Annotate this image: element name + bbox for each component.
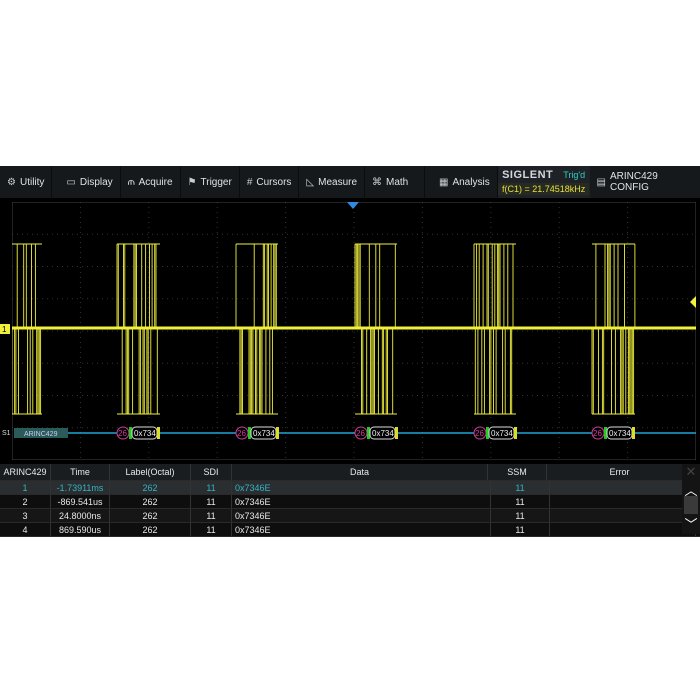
table-row[interactable]: 1-1.73911ms262110x7346E11 [0,481,700,495]
table-cell: 0x7346E [232,509,491,522]
oscilloscope-screen: ⚙Utility ▭Display ⫙Acquire ⚑Trigger #Cur… [0,166,700,534]
frame-data: 0x734 [372,429,394,438]
frame-data: 0x734 [491,429,513,438]
menu-math[interactable]: ⌘Math [365,166,425,198]
decoded-frame[interactable]: 26 0x734 [117,427,160,439]
close-icon[interactable]: ✕ [682,464,700,480]
column-header: ARINC429 [0,464,51,480]
table-cell: -869.541us [51,495,110,508]
table-row[interactable]: 2-869.541us262110x7346E11 [0,495,700,509]
table-cell: 24.8000ns [51,509,110,522]
table-row[interactable]: 324.8000ns262110x7346E11 [0,509,700,523]
frame-label: 26 [118,429,127,438]
measure-icon: ◺ [306,177,314,188]
cursors-icon: # [247,177,253,188]
table-cell: 869.590us [51,523,110,536]
flag-icon: ⚑ [188,177,197,188]
table-cell: 1 [0,481,51,494]
frequency-readout: f(C1) = 21.74518kHz [498,183,589,195]
table-cell: 11 [191,509,232,522]
column-header: Data [232,464,488,480]
table-cell: 262 [110,523,191,536]
config-icon: ▤ [597,177,606,188]
table-cell: 11 [491,523,550,536]
column-header: SSM [488,464,547,480]
menu-acquire[interactable]: ⫙Acquire [121,166,181,198]
decode-table: ARINC429TimeLabel(Octal)SDIDataSSMError … [0,464,700,537]
table-cell: 0x7346E [232,481,491,494]
table-cell: 11 [491,481,550,494]
table-cell: 2 [0,495,51,508]
table-cell: 4 [0,523,51,536]
siglent-logo: SIGLENT [502,169,553,181]
decoded-frame[interactable]: 26 0x734 [355,427,398,439]
table-cell: -1.73911ms [51,481,110,494]
menu-display[interactable]: ▭Display [52,166,120,198]
s1-label: S1 [2,430,11,437]
decoded-frame[interactable]: 26 0x734 [592,427,635,439]
trigger-status: Trig'd [563,170,585,180]
menu-utility[interactable]: ⚙Utility [0,166,52,198]
table-cell: 3 [0,509,51,522]
markers: 1 S1 ARINC429 26 0x734 26 0x734 26 0x734 26 0x7… [0,202,700,464]
gear-icon: ⚙ [7,177,16,188]
column-header: Time [51,464,110,480]
status-panel: SIGLENT Trig'd f(C1) = 21.74518kHz [498,166,590,198]
arinc429-config-button[interactable]: ▤ARINC429 CONFIG [590,166,700,198]
menu-analysis[interactable]: ▦Analysis [425,166,498,198]
column-header: Label(Octal) [110,464,191,480]
table-cell: 0x7346E [232,495,491,508]
table-cell: 11 [191,523,232,536]
table-cell: 262 [110,509,191,522]
table-cell: 0x7346E [232,523,491,536]
table-cell: 262 [110,495,191,508]
table-row[interactable]: 4869.590us262110x7346E11 [0,523,700,537]
c1-label: 1 [2,325,7,334]
decoded-frame[interactable]: 26 0x734 [474,427,517,439]
column-header: Error [547,464,693,480]
math-icon: ⌘ [372,177,382,188]
table-cell: 11 [491,495,550,508]
table-header: ARINC429TimeLabel(Octal)SDIDataSSMError [0,464,700,481]
acquire-icon: ⫙ [128,177,135,188]
table-cell: 11 [491,509,550,522]
scroll-thumb[interactable] [684,496,698,514]
table-cell: 11 [191,481,232,494]
table-cell: 11 [191,495,232,508]
scroll-up-icon[interactable]: ︿ [682,480,700,496]
table-cell [550,495,696,508]
trigger-position-marker[interactable] [347,202,359,209]
table-cell: 262 [110,481,191,494]
monitor-icon: ▭ [66,177,75,188]
menu-cursors[interactable]: #Cursors [240,166,300,198]
frame-data: 0x734 [253,429,275,438]
trigger-level-marker[interactable] [690,296,696,308]
column-header: SDI [191,464,232,480]
frame-label: 26 [475,429,484,438]
frame-label: 26 [356,429,365,438]
decoded-frame[interactable]: 26 0x734 [236,427,279,439]
menu-bar: ⚙Utility ▭Display ⫙Acquire ⚑Trigger #Cur… [0,166,700,198]
scroll-down-icon[interactable]: ﹀ [682,514,700,533]
frame-data: 0x734 [134,429,156,438]
frame-label: 26 [593,429,602,438]
menu-measure[interactable]: ◺Measure [299,166,365,198]
table-cell [550,523,696,536]
frame-label: 26 [237,429,246,438]
table-cell [550,509,696,522]
frame-data: 0x734 [609,429,631,438]
bus-name: ARINC429 [24,431,58,438]
menu-trigger[interactable]: ⚑Trigger [181,166,240,198]
analysis-icon: ▦ [439,177,448,188]
table-scrollbar[interactable]: ✕ ︿ ﹀ [682,464,700,534]
table-cell [550,481,696,494]
